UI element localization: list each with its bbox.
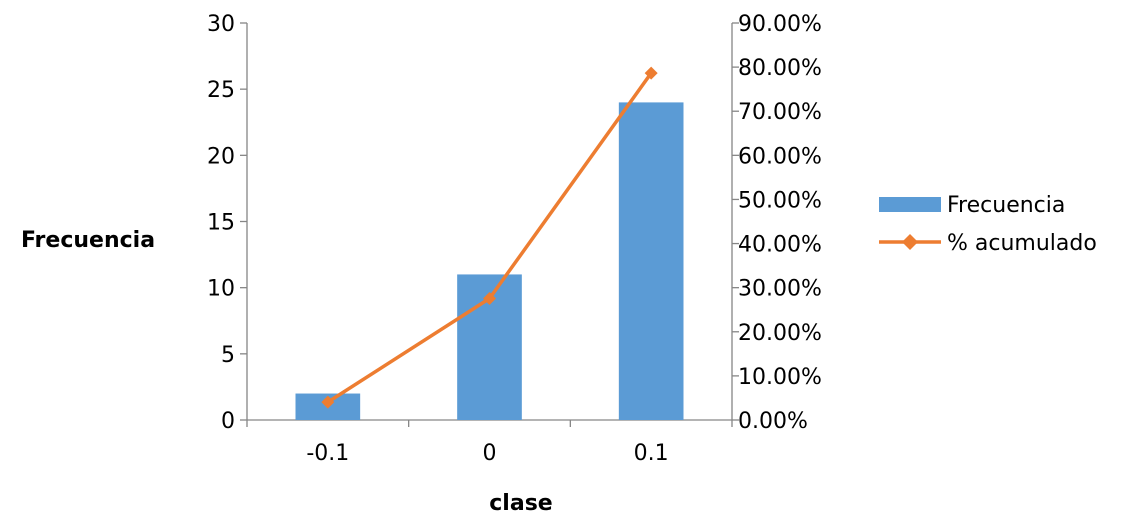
right-tick-label: 60.00% (738, 144, 822, 169)
right-tick-label: 30.00% (738, 277, 822, 302)
left-tick-label: 0 (221, 409, 235, 434)
right-tick-label: 40.00% (738, 233, 822, 258)
right-tick-label: 10.00% (738, 365, 822, 390)
legend-label-line: % acumulado (947, 231, 1097, 256)
legend-swatch-bar (879, 197, 941, 212)
line-point (483, 291, 496, 305)
left-tick-label: 30 (207, 12, 235, 37)
line-series (321, 66, 658, 409)
left-tick-label: 20 (207, 144, 235, 169)
bar-series (295, 102, 684, 421)
left-tick-label: 15 (207, 211, 235, 236)
right-tick-label: 0.00% (738, 409, 808, 434)
legend-label-bar: Frecuencia (947, 193, 1065, 218)
left-tick-label: 10 (207, 277, 235, 302)
x-tick-label: 0.1 (634, 441, 669, 466)
right-tick-label: 20.00% (738, 321, 822, 346)
right-tick-label: 50.00% (738, 188, 822, 213)
legend: Frecuencia % acumulado (879, 193, 1097, 256)
x-tick-label: 0 (483, 441, 497, 466)
right-tick-label: 70.00% (738, 100, 822, 125)
x-axis-title: clase (489, 491, 552, 516)
right-tick-label: 80.00% (738, 56, 822, 81)
bar (618, 102, 684, 421)
x-axis: -0.1 0 0.1 (246, 419, 733, 466)
x-tick-label: -0.1 (306, 441, 349, 466)
left-tick-label: 5 (221, 343, 235, 368)
line-point (321, 395, 335, 409)
legend-marker-diamond (902, 234, 918, 250)
line-point (644, 66, 658, 80)
right-tick-label: 90.00% (738, 12, 822, 37)
y-axis-title: Frecuencia (21, 228, 155, 253)
right-y-axis: 0.00% 10.00% 20.00% 30.00% 40.00% 50.00% 60.00… (731, 12, 822, 434)
left-y-axis: 0 5 10 15 20 25 30 (207, 12, 248, 434)
left-tick-label: 25 (207, 78, 235, 103)
